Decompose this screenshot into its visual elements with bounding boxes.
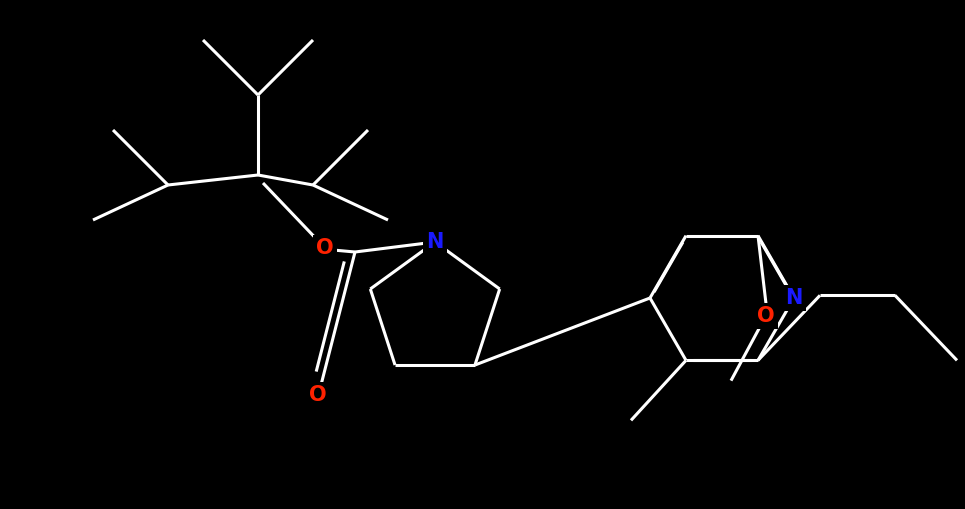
Text: N: N <box>427 232 444 252</box>
Text: O: O <box>317 238 334 258</box>
Text: O: O <box>309 385 327 405</box>
Text: N: N <box>786 288 803 308</box>
Text: O: O <box>758 305 775 326</box>
